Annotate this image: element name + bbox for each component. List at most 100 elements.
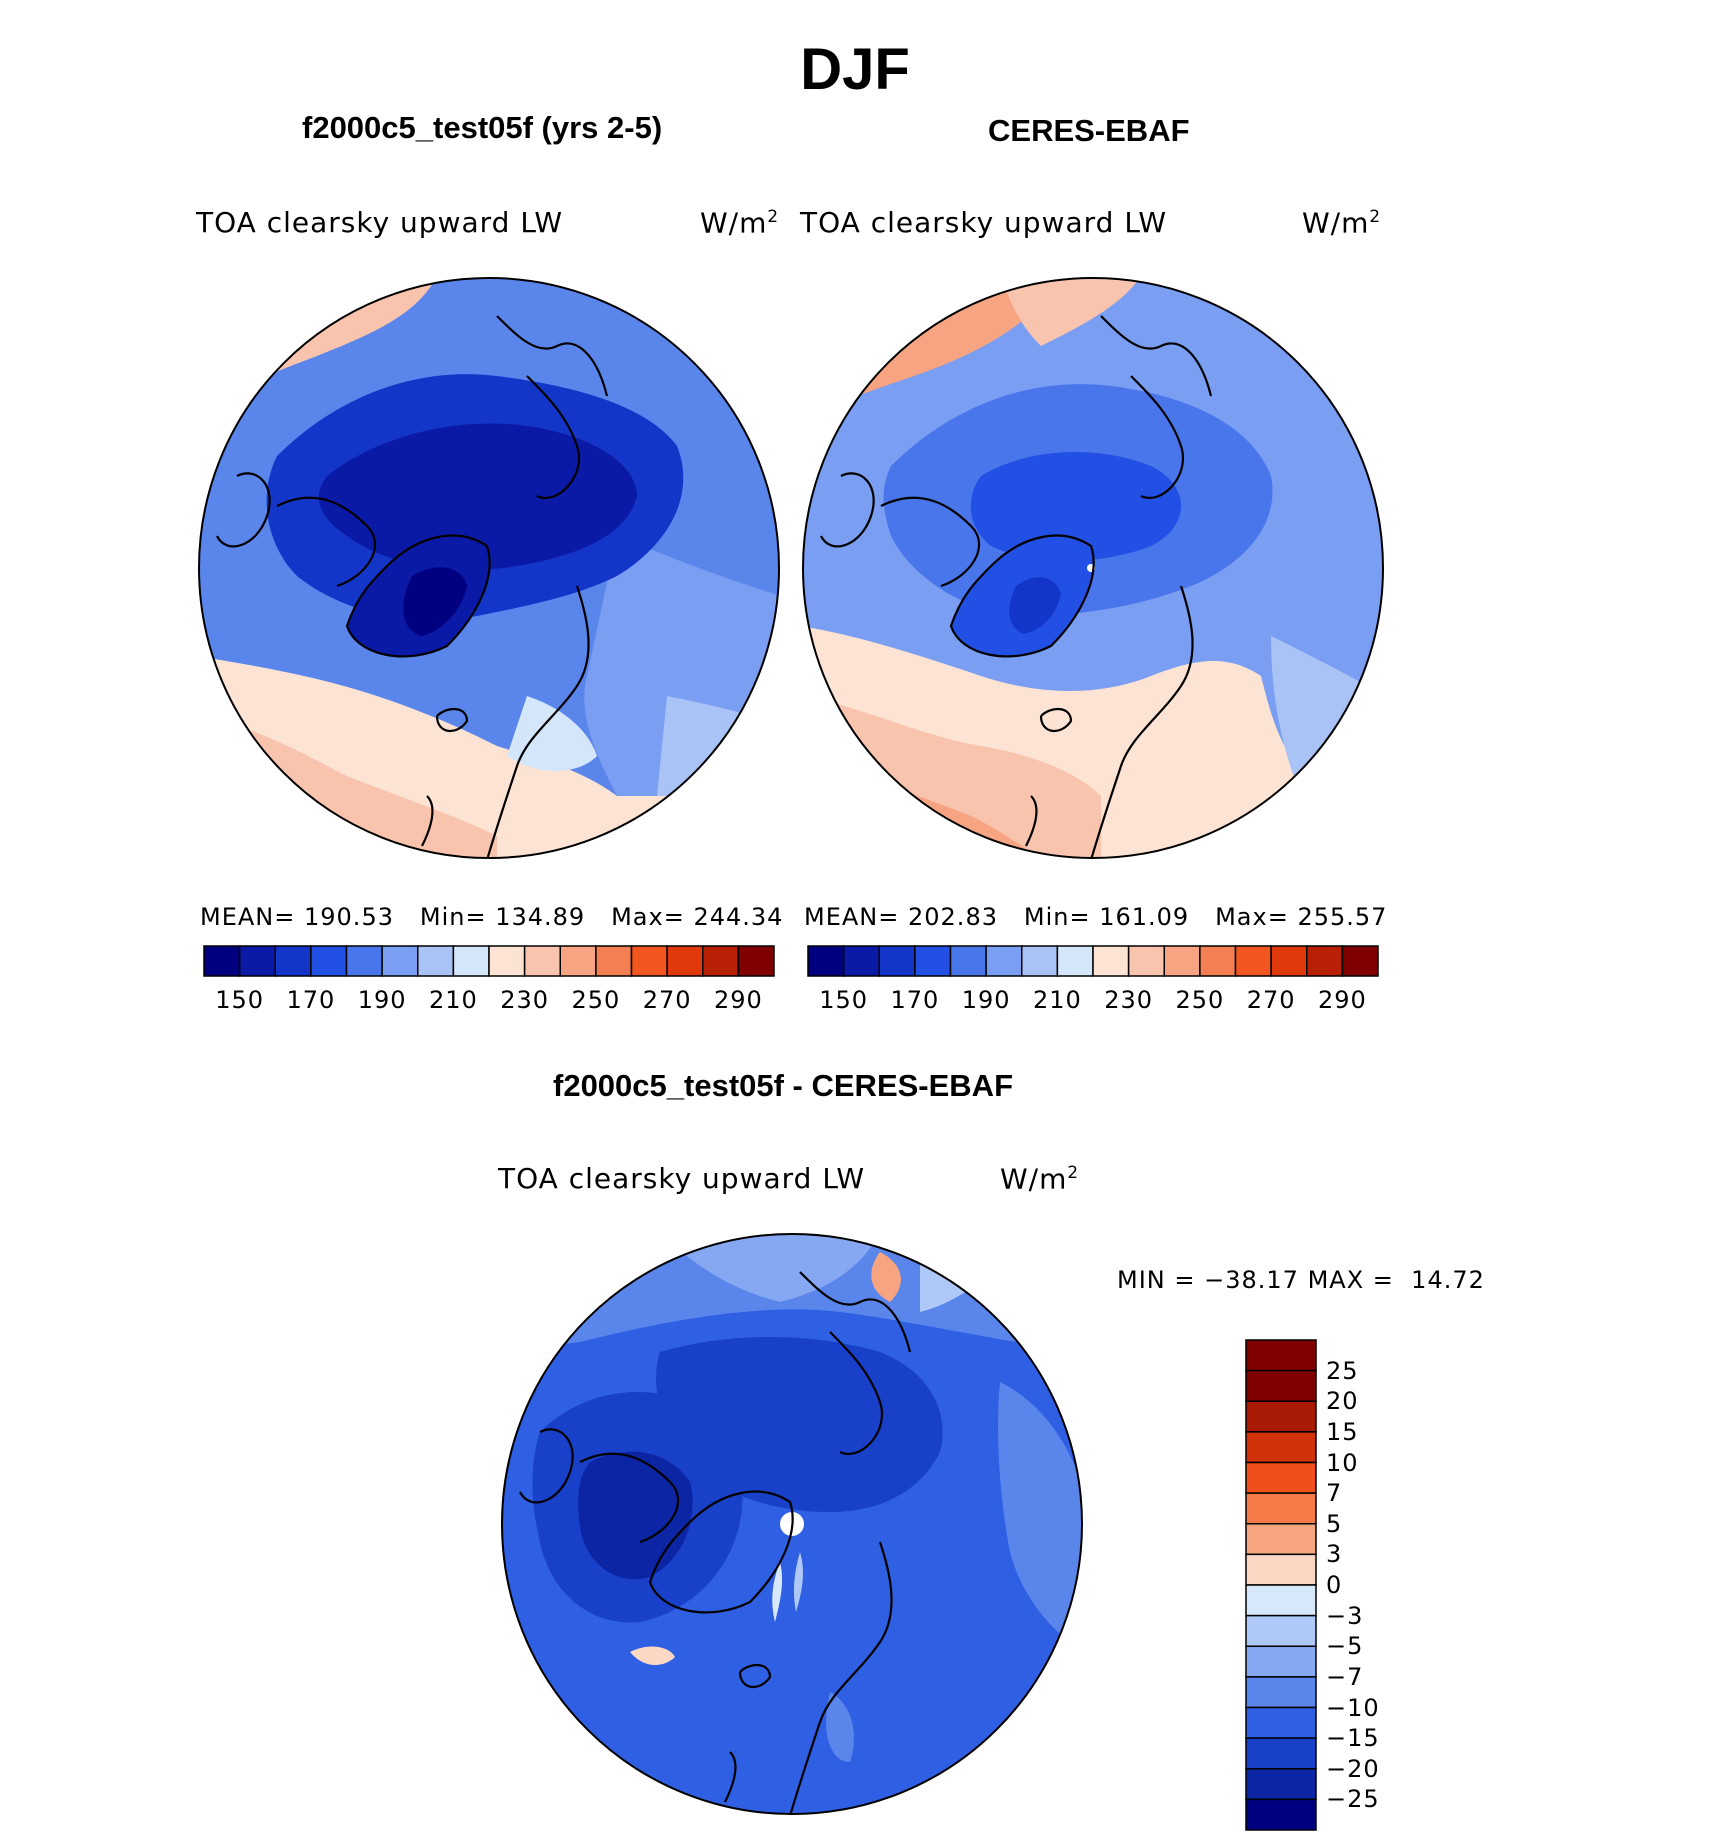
diff-colorbar-box xyxy=(1245,1431,1317,1464)
obs-colorbar-box xyxy=(1234,945,1272,977)
model-colorbar-box xyxy=(417,945,455,977)
model-colorbar-tick-label: 170 xyxy=(286,986,336,1014)
model-colorbar-box xyxy=(310,945,348,977)
obs-colorbar-box xyxy=(1306,945,1344,977)
obs-min-label: Min= xyxy=(1023,903,1091,931)
diff-panel-title: f2000c5_test05f - CERES-EBAF xyxy=(553,1068,1014,1103)
diff-colorbar-box xyxy=(1245,1584,1317,1617)
model-colorbar xyxy=(203,945,775,977)
obs-units-label: W/m2 xyxy=(1302,206,1382,240)
model-colorbar-tick-label: 190 xyxy=(357,986,407,1014)
model-colorbar-box xyxy=(666,945,704,977)
diff-colorbar-tick-label: 3 xyxy=(1326,1540,1343,1569)
diff-colorbar-box xyxy=(1245,1492,1317,1525)
obs-colorbar-box xyxy=(807,945,845,977)
obs-panel-title: CERES-EBAF xyxy=(988,113,1190,148)
diff-positive-spot xyxy=(871,1252,901,1302)
diff-colorbar-box xyxy=(1245,1523,1317,1556)
model-colorbar-tick-label: 270 xyxy=(642,986,692,1014)
obs-colorbar-tick-label: 170 xyxy=(890,986,940,1014)
diff-min-label: MIN = xyxy=(1117,1266,1196,1294)
obs-colorbar-box xyxy=(1199,945,1237,977)
model-colorbar-box xyxy=(737,945,775,977)
diff-colorbar-tick-label: 25 xyxy=(1326,1356,1359,1385)
model-colorbar-box xyxy=(559,945,597,977)
diff-colorbar-box xyxy=(1245,1461,1317,1494)
diff-colorbar-box xyxy=(1245,1369,1317,1402)
diff-colorbar-box xyxy=(1245,1768,1317,1801)
diff-variable-label: TOA clearsky upward LW xyxy=(498,1162,866,1195)
obs-colorbar-ticks: 150 170 190 210 230 250 270 290 xyxy=(808,986,1378,1016)
model-colorbar-box xyxy=(381,945,419,977)
obs-colorbar-box xyxy=(1341,945,1379,977)
diff-colorbar-box xyxy=(1245,1676,1317,1709)
obs-colorbar xyxy=(807,945,1379,977)
obs-colorbar-box xyxy=(914,945,952,977)
model-colorbar-box xyxy=(203,945,241,977)
obs-colorbar-tick-label: 210 xyxy=(1032,986,1082,1014)
obs-variable-label: TOA clearsky upward LW xyxy=(800,206,1168,239)
model-colorbar-box xyxy=(452,945,490,977)
obs-colorbar-box xyxy=(842,945,880,977)
model-colorbar-box xyxy=(345,945,383,977)
figure-title: DJF xyxy=(800,37,910,102)
diff-colorbar-box xyxy=(1245,1553,1317,1586)
diff-colorbar-box xyxy=(1245,1339,1317,1372)
obs-stats: MEAN= 202.83 Min= 161.09 Max= 255.57 xyxy=(804,903,1387,931)
model-colorbar-tick-label: 290 xyxy=(713,986,763,1014)
model-colorbar-box xyxy=(488,945,526,977)
obs-colorbar-tick-label: 150 xyxy=(819,986,869,1014)
model-polar-map xyxy=(198,277,780,859)
obs-colorbar-tick-label: 250 xyxy=(1175,986,1225,1014)
model-colorbar-ticks: 150 170 190 210 230 250 270 290 xyxy=(204,986,774,1016)
diff-colorbar xyxy=(1245,1339,1317,1831)
diff-colorbar-box xyxy=(1245,1645,1317,1678)
model-mean-label: MEAN= xyxy=(200,903,296,931)
diff-colorbar-box xyxy=(1245,1737,1317,1770)
diff-colorbar-tick-label: 5 xyxy=(1326,1509,1343,1538)
model-colorbar-tick-label: 250 xyxy=(571,986,621,1014)
obs-colorbar-box xyxy=(1163,945,1201,977)
obs-colorbar-box xyxy=(1270,945,1308,977)
model-colorbar-box xyxy=(274,945,312,977)
obs-colorbar-tick-label: 270 xyxy=(1246,986,1296,1014)
obs-colorbar-tick-label: 190 xyxy=(961,986,1011,1014)
obs-colorbar-tick-label: 290 xyxy=(1317,986,1367,1014)
obs-colorbar-box xyxy=(878,945,916,977)
obs-colorbar-box xyxy=(985,945,1023,977)
obs-mean-label: MEAN= xyxy=(804,903,900,931)
obs-max-label: Max= xyxy=(1215,903,1289,931)
diff-polar-map xyxy=(501,1233,1083,1815)
obs-map-boundary xyxy=(802,277,1384,859)
diff-colorbar-box xyxy=(1245,1798,1317,1831)
diff-colorbar-tick-label: −25 xyxy=(1326,1785,1380,1814)
diff-colorbar-tick-label: 0 xyxy=(1326,1571,1343,1599)
obs-min-value: 161.09 xyxy=(1099,903,1190,931)
model-mean-value: 190.53 xyxy=(304,903,394,931)
model-colorbar-tick-label: 150 xyxy=(215,986,265,1014)
diff-stats: MIN = −38.17 MAX = 14.72 xyxy=(1117,1266,1485,1294)
diff-max-value: 14.72 xyxy=(1411,1266,1485,1294)
obs-colorbar-box xyxy=(1092,945,1130,977)
model-panel-title: f2000c5_test05f (yrs 2-5) xyxy=(302,110,663,145)
model-colorbar-box xyxy=(523,945,561,977)
obs-colorbar-box xyxy=(1021,945,1059,977)
model-colorbar-box xyxy=(630,945,668,977)
model-min-value: 134.89 xyxy=(495,903,586,931)
diff-colorbar-tick-label: 20 xyxy=(1326,1387,1359,1416)
diff-colorbar-tick-label: −15 xyxy=(1326,1724,1380,1753)
diff-colorbar-tick-label: 7 xyxy=(1326,1479,1343,1508)
diff-map-boundary xyxy=(501,1233,1083,1815)
model-colorbar-box xyxy=(238,945,276,977)
obs-colorbar-box xyxy=(949,945,987,977)
model-colorbar-box xyxy=(595,945,633,977)
obs-max-value: 255.57 xyxy=(1297,903,1388,931)
model-stats: MEAN= 190.53 Min= 134.89 Max= 244.34 xyxy=(200,903,783,931)
model-variable-label: TOA clearsky upward LW xyxy=(196,206,564,239)
model-colorbar-box xyxy=(702,945,740,977)
diff-colorbar-tick-label: −7 xyxy=(1326,1662,1364,1691)
diff-colorbar-tick-label: 15 xyxy=(1326,1417,1359,1446)
diff-colorbar-box xyxy=(1245,1706,1317,1739)
obs-colorbar-tick-label: 230 xyxy=(1104,986,1154,1014)
model-map-boundary xyxy=(198,277,780,859)
